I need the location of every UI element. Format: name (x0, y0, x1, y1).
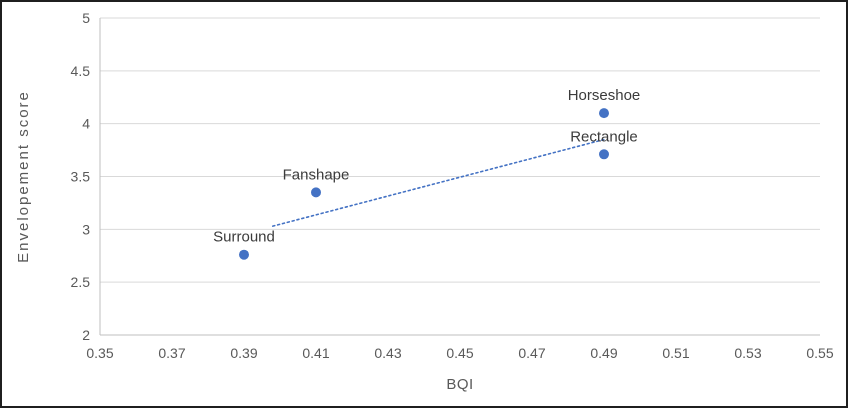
y-tick-label: 3 (82, 221, 90, 237)
point-label: Surround (213, 229, 275, 246)
x-axis-title: BQI (446, 376, 473, 393)
data-point (311, 187, 321, 198)
y-tick-label: 4.5 (71, 63, 91, 79)
x-tick-label: 0.45 (446, 345, 473, 361)
x-tick-label: 0.35 (86, 345, 113, 361)
x-tick-label: 0.43 (374, 345, 401, 361)
y-tick-label: 4 (82, 116, 90, 132)
x-tick-label: 0.53 (734, 345, 761, 361)
x-tick-label: 0.51 (662, 345, 689, 361)
y-tick-label: 2.5 (71, 274, 91, 290)
point-label: Fanshape (283, 166, 350, 183)
point-label: Rectangle (570, 128, 638, 145)
x-tick-label: 0.55 (806, 345, 833, 361)
data-point (599, 149, 609, 160)
x-tick-label: 0.39 (230, 345, 257, 361)
y-axis-title: Envelopement score (15, 90, 32, 263)
x-tick-label: 0.37 (158, 345, 185, 361)
x-tick-label: 0.49 (590, 345, 617, 361)
y-tick-label: 5 (82, 10, 90, 26)
data-point (599, 108, 609, 119)
trendline (271, 138, 605, 227)
point-label: Horseshoe (568, 87, 641, 104)
data-point (239, 249, 249, 260)
y-tick-label: 3.5 (71, 169, 91, 185)
x-tick-label: 0.41 (302, 345, 329, 361)
y-tick-label: 2 (82, 327, 90, 343)
x-tick-label: 0.47 (518, 345, 545, 361)
